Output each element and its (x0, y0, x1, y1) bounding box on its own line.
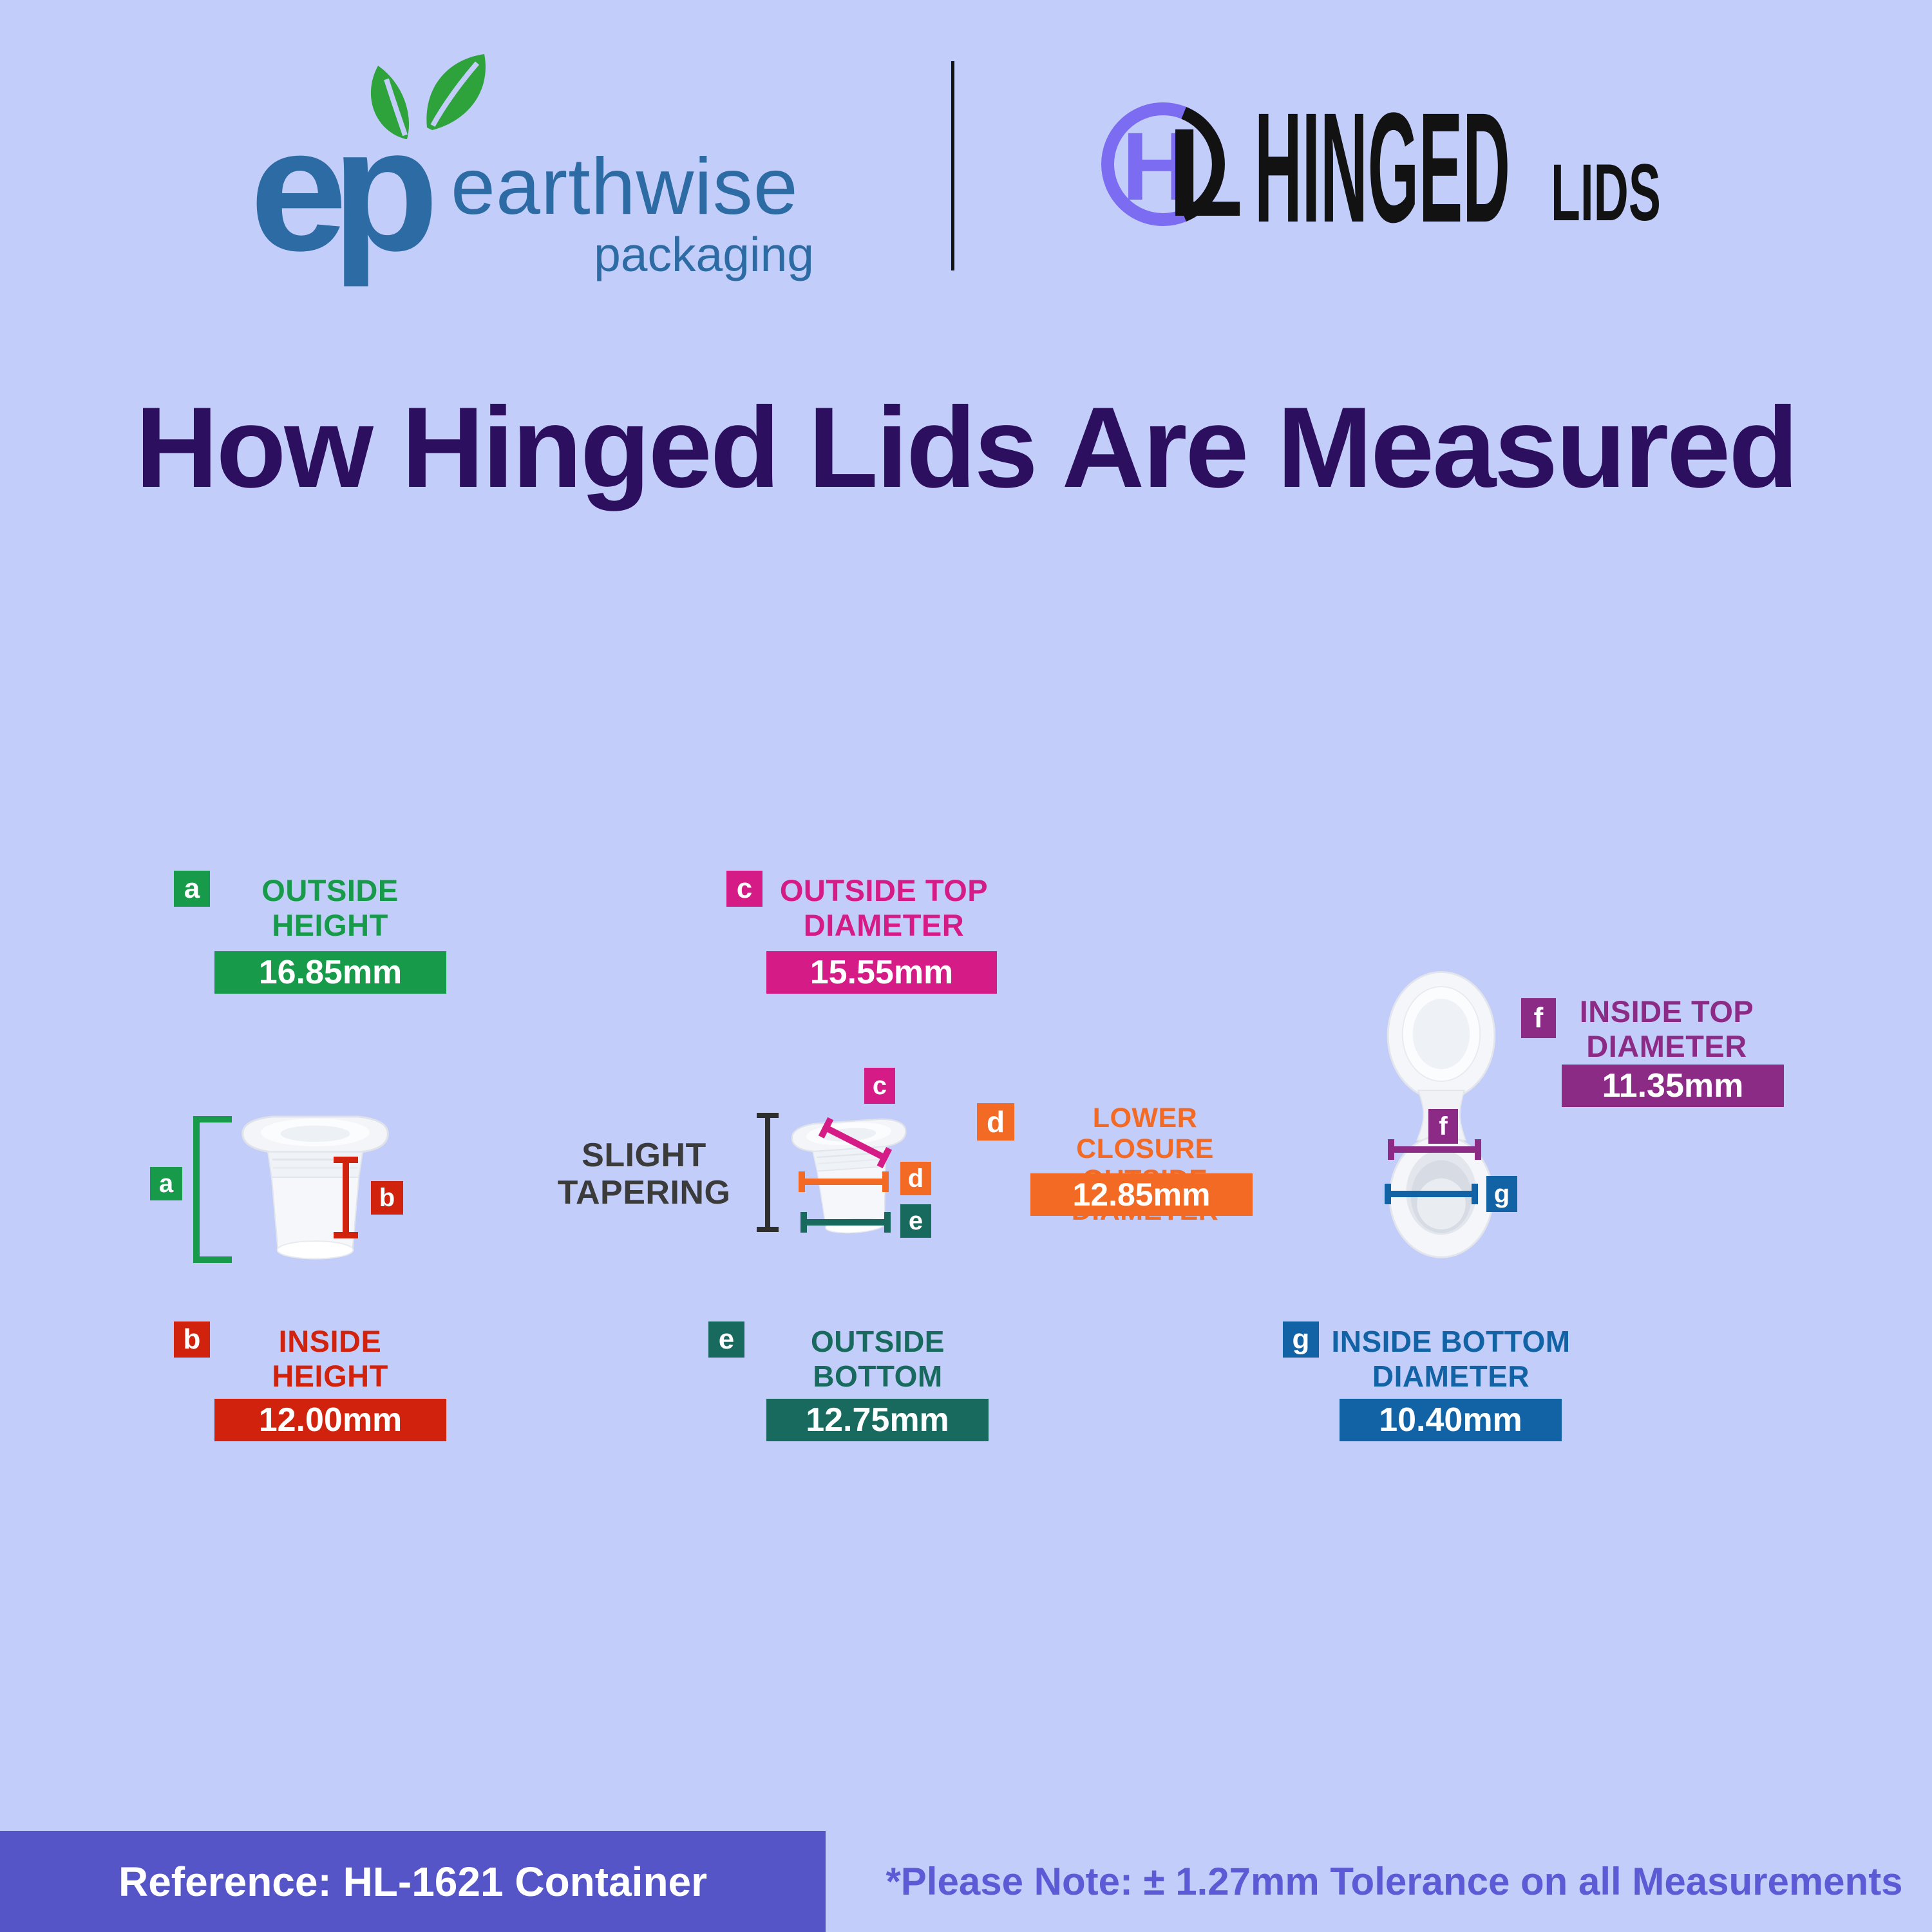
badge-d-diagram: d (900, 1162, 931, 1195)
hinged-lids-monogram-icon: H L (1101, 102, 1244, 243)
measure-line-f (1388, 1139, 1481, 1160)
badge-g-diagram: g (1486, 1176, 1517, 1212)
badge-a-row: a (174, 871, 210, 907)
earthwise-leaves-icon (370, 54, 486, 139)
value-lower-closure-outside-diameter: 12.85mm (1030, 1173, 1253, 1216)
measure-line-b (334, 1157, 358, 1238)
earthwise-wordmark: earthwise (451, 142, 799, 231)
measure-line-d (799, 1171, 889, 1192)
container-side-view (242, 1115, 389, 1260)
earthwise-monogram: ep (250, 91, 439, 287)
tolerance-note: *Please Note: ± 1.27mm Tolerance on all … (886, 1860, 1903, 1903)
slight-tapering-label: SLIGHT TAPERING (557, 1137, 731, 1211)
svg-text:H: H (1122, 112, 1191, 220)
label-inside-bottom-diameter: INSIDE BOTTOM DIAMETER (1331, 1325, 1571, 1393)
badge-c-row: c (726, 871, 762, 907)
badge-a-diagram: a (150, 1167, 182, 1200)
badge-f-row: f (1521, 998, 1556, 1038)
header-divider (951, 61, 954, 270)
value-inside-bottom-diameter: 10.40mm (1340, 1399, 1562, 1441)
label-outside-height: OUTSIDE HEIGHT (261, 873, 399, 942)
measure-line-g (1385, 1184, 1478, 1204)
label-inside-height: INSIDE HEIGHT (272, 1324, 388, 1393)
badge-e-diagram: e (900, 1204, 931, 1238)
measure-line-e (800, 1212, 891, 1233)
reference-bar: Reference: HL-1621 Container (0, 1831, 826, 1932)
value-outside-bottom-diameter: 12.75mm (766, 1399, 989, 1441)
reference-text: Reference: HL-1621 Container (118, 1858, 708, 1905)
label-inside-top-diameter: INSIDE TOP DIAMETER (1579, 994, 1754, 1063)
page-title: How Hinged Lids Are Measured (135, 383, 1799, 511)
value-outside-height: 16.85mm (214, 951, 446, 994)
badge-c-diagram: c (864, 1068, 895, 1104)
badge-f-diagram: f (1428, 1109, 1458, 1144)
badge-b-row: b (174, 1321, 210, 1358)
badge-b-diagram: b (371, 1181, 403, 1215)
badge-g-row: g (1283, 1321, 1319, 1358)
earthwise-wordmark-sub: packaging (594, 227, 814, 281)
label-outside-top-diameter: OUTSIDE TOP DIAMETER (779, 873, 989, 942)
tapering-indicator-line (757, 1113, 779, 1232)
measure-line-a (193, 1116, 232, 1263)
badge-e-row: e (708, 1321, 744, 1358)
value-outside-top-diameter: 15.55mm (766, 951, 997, 994)
lids-word: LIDS (1551, 148, 1661, 238)
hinged-word: HINGED (1255, 80, 1510, 255)
value-inside-height: 12.00mm (214, 1399, 446, 1441)
value-inside-top-diameter: 11.35mm (1562, 1065, 1784, 1107)
svg-text:L: L (1167, 102, 1244, 243)
badge-d-row: d (977, 1103, 1014, 1141)
